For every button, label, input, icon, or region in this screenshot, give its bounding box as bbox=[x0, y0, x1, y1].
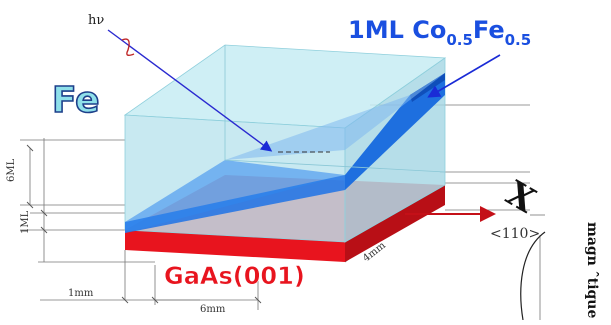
dim-6ml-label: 6ML bbox=[6, 158, 17, 182]
substrate-label: GaAs(001) bbox=[164, 262, 305, 290]
photon-label: hν bbox=[88, 13, 104, 28]
axis-x-label: X bbox=[499, 174, 542, 222]
dim-1mm-label: 1mm bbox=[68, 288, 94, 299]
curve-line bbox=[521, 232, 545, 320]
top-layer-label: 1ML Co0.5Fe0.5 bbox=[348, 16, 531, 49]
direction-label: <110> bbox=[490, 226, 540, 242]
fe-label: Fe bbox=[52, 80, 100, 121]
side-text: magn ˆtique bbox=[584, 222, 600, 318]
dim-1ml-label: 1ML bbox=[20, 210, 31, 234]
dim-6mm-label: 6mm bbox=[200, 304, 226, 315]
